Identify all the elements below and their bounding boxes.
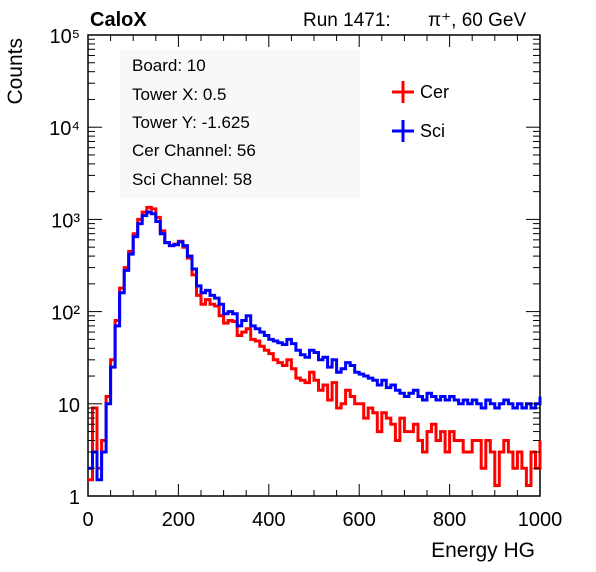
y-axis-label: Counts <box>4 38 27 105</box>
series-cer-line <box>88 205 542 487</box>
info-tower-x: Tower X: 0.5 <box>132 85 227 104</box>
y-tick-label: 10⁴ <box>49 118 80 140</box>
axis-layer: 0 200 400 600 800 1000 1 10 10² 10³ 10⁴ 10⁵ <box>49 26 562 531</box>
info-tower-y: Tower Y: -1.625 <box>132 113 250 132</box>
legend-item-cer: Cer <box>392 81 449 103</box>
info-cer-channel: Cer Channel: 56 <box>132 141 256 160</box>
y-tick-label: 10³ <box>51 210 80 232</box>
series-sci-line <box>88 210 542 482</box>
info-box: Board: 10 Tower X: 0.5 Tower Y: -1.625 C… <box>120 50 360 198</box>
y-tick-label: 10 <box>58 395 80 417</box>
legend: Cer Sci <box>392 81 449 142</box>
x-axis-label: Energy HG <box>431 539 535 562</box>
series-layer <box>88 205 542 487</box>
info-board: Board: 10 <box>132 56 206 75</box>
info-sci-channel: Sci Channel: 58 <box>132 170 252 189</box>
y-tick-label: 10² <box>51 303 80 325</box>
info-box-background <box>120 50 360 198</box>
particle-label: π⁺, 60 GeV <box>428 10 526 31</box>
legend-label-sci: Sci <box>420 121 445 141</box>
run-label: Run 1471: <box>303 10 391 31</box>
y-tick-label: 1 <box>69 487 80 509</box>
x-tick-label: 400 <box>252 509 285 531</box>
legend-item-sci: Sci <box>392 120 445 142</box>
y-tick-label: 10⁵ <box>49 26 80 48</box>
header: CaloX Run 1471: π⁺, 60 GeV <box>90 9 526 31</box>
x-tick-label: 200 <box>162 509 195 531</box>
x-tick-label: 600 <box>343 509 376 531</box>
x-tick-label: 800 <box>433 509 466 531</box>
experiment-title: CaloX <box>90 9 147 31</box>
x-tick-label: 1000 <box>518 509 563 531</box>
legend-label-cer: Cer <box>420 82 449 102</box>
x-tick-label: 0 <box>82 509 93 531</box>
